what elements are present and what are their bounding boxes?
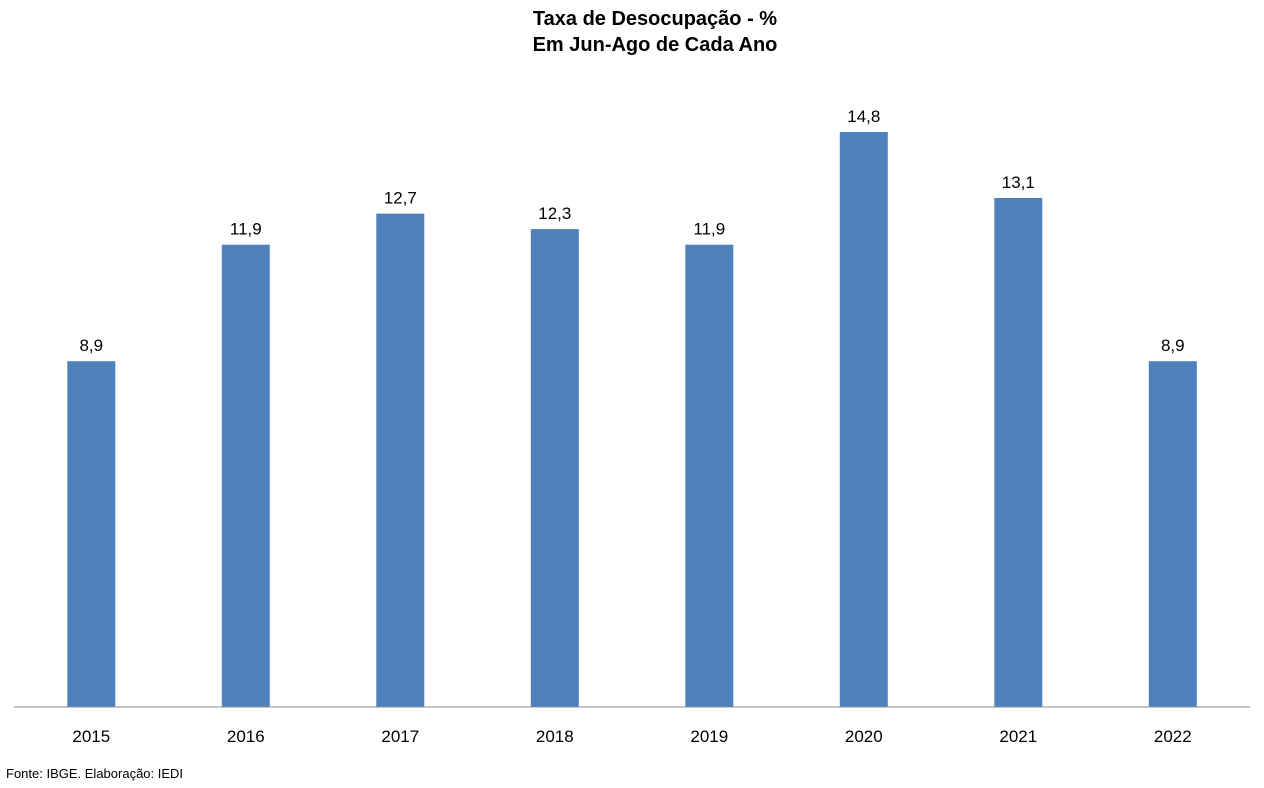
value-label-2021: 13,1: [1002, 173, 1035, 192]
value-label-2015: 8,9: [79, 336, 103, 355]
chart-subtitle: Em Jun-Ago de Cada Ano: [532, 34, 778, 56]
bar-2019: [685, 244, 734, 707]
bar-2018: [530, 229, 579, 707]
chart-title: Taxa de Desocupação - %: [532, 8, 778, 30]
value-label-2022: 8,9: [1161, 336, 1185, 355]
x-tick-label-2022: 2022: [1154, 727, 1192, 746]
x-tick-label-2016: 2016: [227, 727, 265, 746]
bars-group: [67, 132, 1197, 707]
chart-title-block: Taxa de Desocupação - % Em Jun-Ago de Ca…: [0, 6, 1264, 58]
value-labels-group: 8,9 11,9 12,7 12,3 11,9 14,8 13,1 8,9: [79, 107, 1184, 355]
x-tick-label-2019: 2019: [690, 727, 728, 746]
bar-2021: [994, 198, 1043, 707]
bar-2017: [376, 213, 425, 707]
value-label-2016: 11,9: [230, 220, 262, 239]
x-tick-label-2020: 2020: [845, 727, 883, 746]
value-label-2019: 11,9: [693, 220, 725, 239]
x-tick-label-2015: 2015: [72, 727, 110, 746]
bar-2015: [67, 361, 116, 707]
x-tick-labels-group: 2015 2016 2017 2018 2019 2020 2021 2022: [72, 727, 1191, 746]
value-label-2020: 14,8: [847, 107, 880, 126]
x-tick-label-2017: 2017: [381, 727, 419, 746]
x-tick-label-2021: 2021: [999, 727, 1037, 746]
bar-2020: [839, 132, 888, 707]
source-note: Fonte: IBGE. Elaboração: IEDI: [6, 766, 184, 781]
bar-2022: [1148, 361, 1197, 707]
bar-2016: [221, 244, 270, 707]
value-label-2017: 12,7: [384, 189, 417, 208]
x-tick-label-2018: 2018: [536, 727, 574, 746]
value-label-2018: 12,3: [538, 204, 571, 223]
